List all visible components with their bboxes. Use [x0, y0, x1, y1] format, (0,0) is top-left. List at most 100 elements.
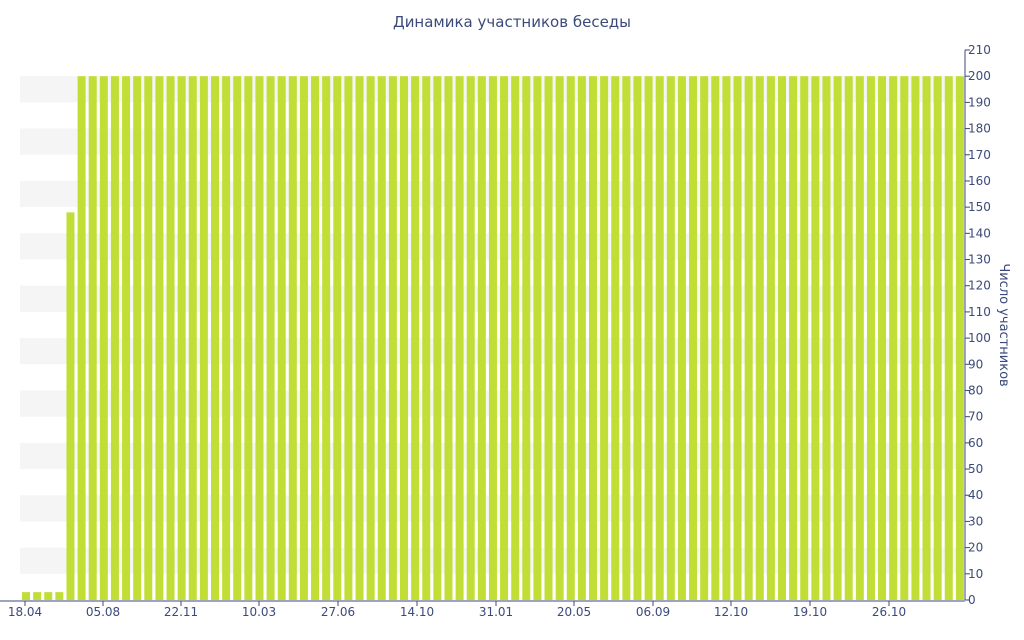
y-tick-label: 130: [968, 253, 991, 267]
x-tick-label: 12.10: [714, 605, 748, 619]
y-tick-label: 180: [968, 122, 991, 136]
bar: [655, 76, 664, 600]
bar: [811, 76, 820, 600]
x-tick-label: 27.06: [321, 605, 355, 619]
y-tick-label: 160: [968, 174, 991, 188]
bar: [600, 76, 609, 600]
bar: [511, 76, 520, 600]
bar: [555, 76, 564, 600]
bar: [22, 592, 30, 600]
bar: [477, 76, 486, 600]
bar: [633, 76, 642, 600]
bar: [533, 76, 542, 600]
x-tick-label: 14.10: [400, 605, 434, 619]
bar: [755, 76, 764, 600]
bar: [722, 76, 731, 600]
bar: [199, 76, 208, 600]
bar: [733, 76, 742, 600]
y-tick-label: 20: [968, 541, 983, 555]
bar: [778, 76, 786, 600]
bar: [611, 76, 620, 600]
bar: [855, 76, 864, 600]
y-tick-label: 200: [968, 69, 991, 83]
bar: [122, 76, 131, 600]
y-tick-label: 140: [968, 226, 991, 240]
bar: [488, 76, 497, 600]
y-tick-label: 80: [968, 383, 983, 397]
bar: [566, 76, 575, 600]
bar: [689, 76, 698, 600]
bar: [789, 76, 798, 600]
bar: [833, 76, 842, 600]
bar: [244, 76, 253, 600]
bar: [644, 76, 653, 600]
bar: [889, 76, 898, 600]
bar: [911, 76, 920, 600]
y-axis-title: Число участников: [996, 263, 1011, 386]
bar: [744, 76, 753, 600]
y-tick-label: 170: [968, 148, 991, 162]
y-tick-label: 50: [968, 462, 983, 476]
y-tick-label: 40: [968, 488, 983, 502]
bar: [500, 76, 509, 600]
bar: [666, 76, 675, 600]
y-tick-label: 10: [968, 567, 983, 581]
bar: [844, 76, 853, 600]
bar: [255, 76, 264, 600]
bar: [900, 76, 909, 600]
bar: [166, 76, 175, 600]
bar: [700, 76, 709, 600]
bar: [589, 76, 597, 600]
x-tick-label: 20.05: [557, 605, 591, 619]
bar: [299, 76, 308, 600]
bar: [422, 76, 431, 600]
bar: [66, 212, 75, 600]
bar: [466, 76, 475, 600]
bar: [110, 76, 119, 600]
bar: [366, 76, 375, 600]
bar: [766, 76, 775, 600]
x-tick-label: 10.03: [242, 605, 276, 619]
bar: [866, 76, 875, 600]
bar: [433, 76, 442, 600]
bar: [155, 76, 164, 600]
bar: [922, 76, 931, 600]
bar: [455, 76, 464, 600]
bar: [411, 76, 420, 600]
x-tick-label: 19.10: [793, 605, 827, 619]
y-tick-label: 190: [968, 95, 991, 109]
y-tick-label: 120: [968, 279, 991, 293]
x-tick-label: 31.01: [479, 605, 513, 619]
bar: [133, 76, 142, 600]
bar: [544, 76, 553, 600]
bar: [288, 76, 297, 600]
bar: [622, 76, 631, 600]
bar: [99, 76, 108, 600]
bar: [400, 76, 408, 600]
bar: [344, 76, 353, 600]
bar: [944, 76, 953, 600]
bar: [77, 76, 86, 600]
bar: [55, 592, 64, 600]
bar: [222, 76, 231, 600]
bar: [878, 76, 887, 600]
bar: [577, 76, 586, 600]
y-tick-label: 30: [968, 514, 983, 528]
bar: [144, 76, 153, 600]
bar: [822, 76, 831, 600]
y-tick-label: 90: [968, 357, 983, 371]
y-tick-label: 100: [968, 331, 991, 345]
bar: [211, 76, 219, 600]
bar: [88, 76, 97, 600]
bar-series: [22, 76, 964, 600]
bar: [677, 76, 686, 600]
y-tick-label: 70: [968, 410, 983, 424]
bar: [355, 76, 364, 600]
bar: [377, 76, 386, 600]
y-tick-label: 210: [968, 43, 991, 57]
x-tick-label: 22.11: [164, 605, 198, 619]
x-axis: 18.04 05.08 22.11 10.03 27.06 14.10 31.01 20.05…: [0, 600, 965, 619]
bar: [800, 76, 809, 600]
bar: [277, 76, 286, 600]
